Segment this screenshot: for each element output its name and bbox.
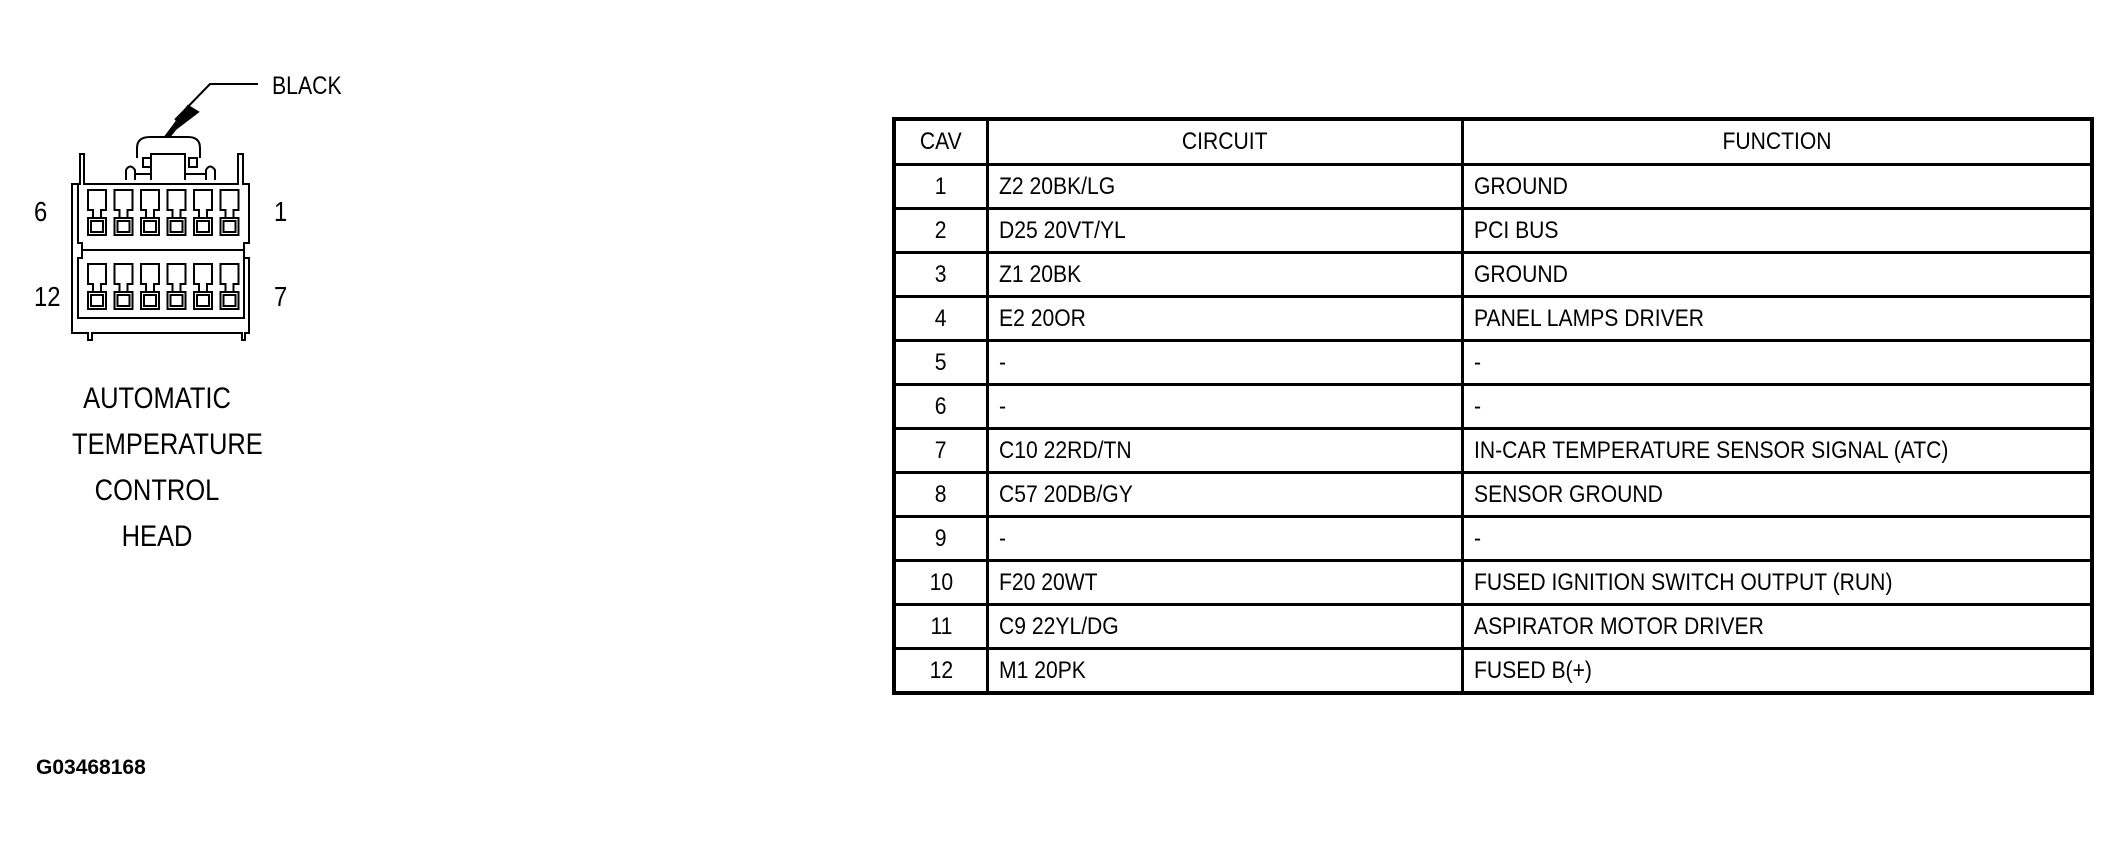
circuit-cell: - xyxy=(986,339,1464,386)
circuit-cell: - xyxy=(986,515,1464,562)
table-row: 8 C57 20DB/GY SENSOR GROUND xyxy=(892,471,2094,518)
figure-code: G03468168 xyxy=(36,756,146,779)
function-cell: SENSOR GROUND xyxy=(1461,471,2094,518)
table-row: 6-- xyxy=(892,383,2094,430)
cav-cell: 3 xyxy=(892,251,989,298)
function-cell: PCI BUS xyxy=(1461,207,2094,254)
function-cell: - xyxy=(1461,515,2094,562)
terminal-slot xyxy=(219,189,240,219)
table-row: 7 C10 22RD/TN IN-CAR TEMPERATURE SENSOR SI… xyxy=(892,427,2094,474)
terminal-slot xyxy=(113,263,134,293)
cav-cell: 5 xyxy=(892,339,989,386)
circuit-cell: - xyxy=(986,383,1464,430)
pin-label-1: 1 xyxy=(274,196,288,227)
cavity xyxy=(87,291,107,310)
table-row: 11 C9 22YL/DG ASPIRATOR MOTOR DRIVER xyxy=(892,603,2094,650)
table-row: 3 Z1 20BK GROUND xyxy=(892,251,2094,298)
pinout-table: CAV CIRCUIT FUNCTION 1 Z2 20BK/LG GROUND 2 D… xyxy=(892,117,2094,695)
cav-cell: 1 xyxy=(892,163,989,210)
cav-cell: 4 xyxy=(892,295,989,342)
circuit-cell: F20 20WT xyxy=(986,559,1464,606)
cavity-grid xyxy=(87,189,240,310)
terminal-slot xyxy=(166,263,187,293)
cavity xyxy=(193,291,213,310)
circuit-cell: C10 22RD/TN xyxy=(986,427,1464,474)
cav-cell: 10 xyxy=(892,559,989,606)
terminal-slot xyxy=(140,189,160,219)
table-header-row: CAV CIRCUIT FUNCTION xyxy=(892,117,2094,166)
circuit-cell: Z1 20BK xyxy=(986,251,1464,298)
cavity xyxy=(193,217,213,236)
cav-cell: 2 xyxy=(892,207,989,254)
circuit-cell: Z2 20BK/LG xyxy=(986,163,1464,210)
function-cell: - xyxy=(1461,339,2094,386)
table-row: 12 M1 20PK FUSED B(+) xyxy=(892,647,2094,695)
pin-label-6: 6 xyxy=(34,196,48,227)
cavity xyxy=(166,217,187,236)
pin-label-7: 7 xyxy=(274,281,288,312)
terminal-slot xyxy=(166,189,187,219)
connector-housing xyxy=(71,153,250,341)
function-cell: FUSED IGNITION SWITCH OUTPUT (RUN) xyxy=(1461,559,2094,606)
function-cell: ASPIRATOR MOTOR DRIVER xyxy=(1461,603,2094,650)
function-cell: PANEL LAMPS DRIVER xyxy=(1461,295,2094,342)
connector-name-line: CONTROL xyxy=(94,474,220,507)
table-row: 10 F20 20WT FUSED IGNITION SWITCH OUTPUT (… xyxy=(892,559,2094,606)
cavity xyxy=(166,291,187,310)
connector-name-line: TEMPERATURE xyxy=(72,428,263,461)
table-row: 5-- xyxy=(892,339,2094,386)
cavity xyxy=(219,217,240,236)
cavity xyxy=(87,217,107,236)
cav-cell: 12 xyxy=(892,647,989,695)
cavity xyxy=(113,291,134,310)
cavity xyxy=(140,291,160,310)
pin-label-12: 12 xyxy=(34,281,61,312)
circuit-cell: C9 22YL/DG xyxy=(986,603,1464,650)
cavity xyxy=(140,217,160,236)
cav-cell: 7 xyxy=(892,427,989,474)
table-row: 1 Z2 20BK/LG GROUND xyxy=(892,163,2094,210)
connector-name-line: AUTOMATIC xyxy=(83,382,231,415)
table-row: 4 E2 20OR PANEL LAMPS DRIVER xyxy=(892,295,2094,342)
cav-cell: 9 xyxy=(892,515,989,562)
terminal-slot xyxy=(193,189,213,219)
latch xyxy=(136,136,201,158)
function-cell: GROUND xyxy=(1461,163,2094,210)
circuit-cell: M1 20PK xyxy=(986,647,1464,695)
cav-cell: 6 xyxy=(892,383,989,430)
header-circuit: CIRCUIT xyxy=(986,117,1464,166)
terminal-slot xyxy=(219,263,240,293)
cav-cell: 11 xyxy=(892,603,989,650)
circuit-cell: C57 20DB/GY xyxy=(986,471,1464,518)
header-cav: CAV xyxy=(892,117,989,166)
function-cell: FUSED B(+) xyxy=(1461,647,2094,695)
terminal-slot xyxy=(140,263,160,293)
circuit-cell: D25 20VT/YL xyxy=(986,207,1464,254)
terminal-slot xyxy=(113,189,134,219)
table-row: 9-- xyxy=(892,515,2094,562)
cav-cell: 8 xyxy=(892,471,989,518)
connector-name-line: HEAD xyxy=(121,520,193,553)
function-cell: - xyxy=(1461,383,2094,430)
header-function: FUNCTION xyxy=(1461,117,2094,166)
function-cell: IN-CAR TEMPERATURE SENSOR SIGNAL (ATC) xyxy=(1461,427,2094,474)
terminal-slot xyxy=(87,189,107,219)
cavity xyxy=(219,291,240,310)
function-cell: GROUND xyxy=(1461,251,2094,298)
cavity xyxy=(113,217,134,236)
terminal-slot xyxy=(87,263,107,293)
circuit-cell: E2 20OR xyxy=(986,295,1464,342)
terminal-slot xyxy=(193,263,213,293)
connector-color-label: BLACK xyxy=(272,72,342,100)
table-row: 2 D25 20VT/YL PCI BUS xyxy=(892,207,2094,254)
